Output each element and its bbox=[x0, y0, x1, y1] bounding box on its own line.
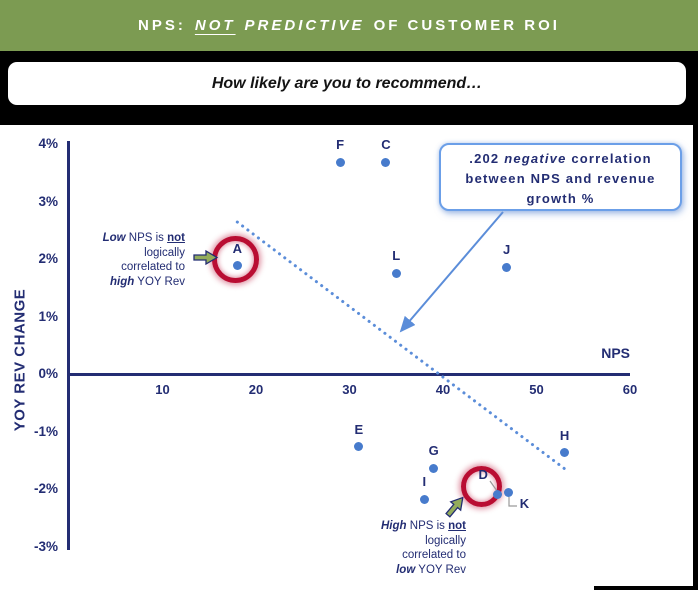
question-text-box: How likely are you to recommend… bbox=[8, 62, 686, 105]
question-text: How likely are you to recommend… bbox=[211, 74, 483, 92]
y-tick--2%: -2% bbox=[33, 481, 58, 496]
question-banner: How likely are you to recommend… bbox=[0, 51, 698, 125]
callout-arrow bbox=[399, 211, 504, 333]
title-prefix: NPS: bbox=[138, 17, 186, 34]
data-point-D bbox=[492, 489, 502, 499]
title-predictive: PREDICTIVE bbox=[244, 17, 365, 34]
data-point-L bbox=[391, 268, 401, 278]
data-point-C bbox=[381, 157, 391, 167]
x-tick-10: 10 bbox=[155, 382, 170, 397]
data-point-label-J: J bbox=[502, 242, 511, 258]
title-not: NOT bbox=[194, 17, 236, 34]
title-suffix: OF CUSTOMER ROI bbox=[373, 17, 560, 34]
y-axis-line bbox=[67, 141, 70, 550]
x-tick-30: 30 bbox=[342, 382, 357, 397]
data-point-E bbox=[354, 442, 364, 452]
data-point-label-A: A bbox=[232, 240, 242, 256]
y-tick-3%: 3% bbox=[38, 193, 58, 209]
y-tick-0%: 0% bbox=[38, 366, 58, 381]
data-point-H bbox=[560, 448, 570, 458]
y-tick--3%: -3% bbox=[33, 538, 58, 554]
data-point-label-G: G bbox=[428, 443, 439, 459]
data-point-I bbox=[419, 494, 429, 504]
data-point-label-F: F bbox=[336, 137, 345, 153]
correlation-callout: .202 negative correlation between NPS an… bbox=[439, 143, 682, 211]
callout-line1: .202 negative correlation bbox=[469, 151, 652, 166]
data-point-label-C: C bbox=[381, 137, 391, 153]
x-axis-title: NPS bbox=[601, 345, 630, 361]
x-tick-60: 60 bbox=[622, 382, 638, 397]
data-point-label-L: L bbox=[392, 248, 401, 264]
right-border-trim bbox=[693, 125, 698, 590]
data-point-label-I: I bbox=[422, 474, 427, 490]
data-point-label-K: K bbox=[519, 495, 530, 511]
data-point-A bbox=[232, 261, 242, 271]
bottom-border-trim bbox=[594, 586, 698, 590]
data-point-F bbox=[335, 157, 345, 167]
page-title: NPS: NOT PREDICTIVE OF CUSTOMER ROI bbox=[0, 0, 698, 51]
x-tick-50: 50 bbox=[529, 382, 544, 397]
data-point-label-D: D bbox=[478, 467, 488, 483]
y-tick--1%: -1% bbox=[33, 423, 58, 439]
data-point-G bbox=[429, 463, 439, 473]
y-tick-1%: 1% bbox=[38, 308, 58, 324]
callout-line3: growth % bbox=[526, 191, 595, 206]
x-tick-20: 20 bbox=[248, 382, 264, 397]
data-point-K bbox=[503, 488, 513, 498]
low-nps-note: Low NPS is not logically correlated to h… bbox=[102, 232, 185, 288]
y-tick-2%: 2% bbox=[38, 251, 58, 266]
y-tick-4%: 4% bbox=[38, 136, 58, 151]
data-point-label-E: E bbox=[354, 421, 364, 437]
callout-line2: between NPS and revenue bbox=[465, 171, 656, 186]
data-point-label-H: H bbox=[559, 427, 570, 443]
x-axis-line bbox=[69, 373, 630, 376]
high-nps-note: High NPS is not logically correlated to … bbox=[381, 520, 466, 576]
data-point-J bbox=[502, 262, 512, 272]
x-tick-40: 40 bbox=[435, 382, 451, 397]
